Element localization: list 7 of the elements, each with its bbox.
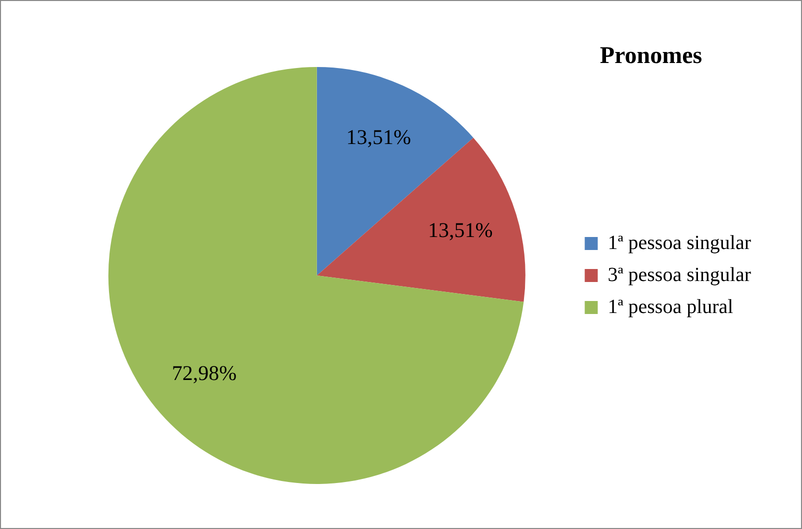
legend-label: 1ª pessoa plural <box>608 296 734 318</box>
chart-title: Pronomes <box>598 43 704 70</box>
data-label: 13,51% <box>346 125 412 150</box>
legend-label: 3ª pessoa singular <box>608 264 752 286</box>
legend-label: 1ª pessoa singular <box>608 232 752 254</box>
data-label: 13,51% <box>428 218 493 242</box>
data-label: 72,98% <box>172 361 237 386</box>
